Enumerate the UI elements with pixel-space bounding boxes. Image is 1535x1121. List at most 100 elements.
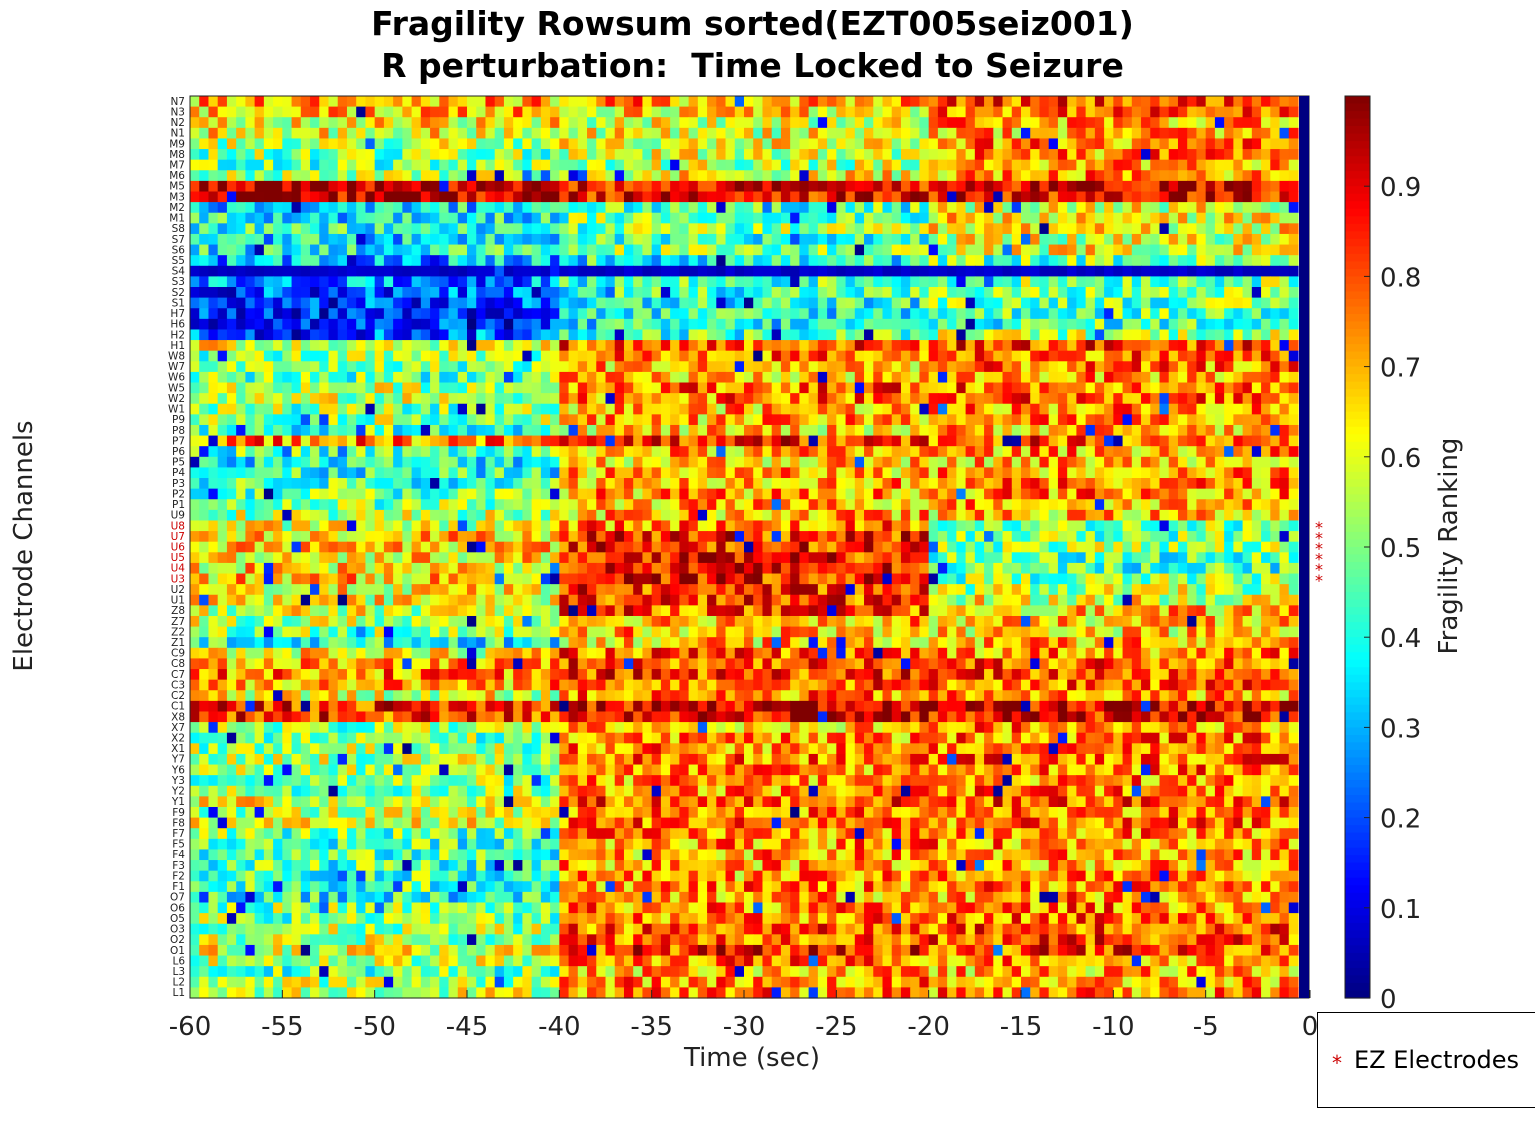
- heatmap-cell: [956, 244, 967, 256]
- heatmap-cell: [217, 435, 228, 447]
- heatmap-cell: [596, 138, 607, 150]
- heatmap-cell: [1270, 509, 1281, 522]
- heatmap-cell: [993, 212, 1004, 224]
- heatmap-cell: [328, 180, 339, 193]
- heatmap-cell: [411, 255, 422, 267]
- heatmap-cell: [577, 446, 588, 458]
- heatmap-cell: [199, 159, 210, 171]
- heatmap-cell: [1214, 318, 1225, 331]
- heatmap-cell: [337, 244, 348, 256]
- heatmap-cell: [891, 96, 902, 108]
- heatmap-cell: [836, 318, 847, 331]
- heatmap-cell: [679, 287, 690, 299]
- heatmap-cell: [1122, 467, 1133, 479]
- heatmap-cell: [1067, 244, 1077, 256]
- heatmap-cell: [291, 446, 302, 458]
- heatmap-cell: [430, 520, 440, 532]
- heatmap-cell: [439, 212, 450, 224]
- heatmap-cell: [328, 478, 339, 490]
- heatmap-cell: [374, 297, 385, 309]
- heatmap-cell: [651, 202, 662, 214]
- heatmap-cell: [559, 212, 570, 224]
- heatmap-cell: [393, 265, 403, 277]
- heatmap-cell: [577, 509, 588, 522]
- heatmap-cell: [780, 276, 791, 288]
- heatmap-cell: [734, 382, 745, 394]
- heatmap-cell: [836, 371, 847, 384]
- heatmap-cell: [1011, 446, 1022, 458]
- heatmap-cell: [411, 276, 422, 288]
- heatmap-cell: [559, 191, 570, 203]
- heatmap-cell: [319, 106, 330, 118]
- heatmap-cell: [688, 287, 699, 299]
- heatmap-cell: [864, 361, 874, 373]
- heatmap-cell: [762, 170, 773, 182]
- heatmap-cell: [1141, 499, 1151, 511]
- heatmap-cell: [328, 96, 339, 108]
- heatmap-cell: [1214, 393, 1225, 405]
- heatmap-cell: [531, 223, 542, 235]
- heatmap-cell: [1242, 255, 1253, 267]
- heatmap-cell: [540, 382, 551, 394]
- heatmap-cell: [503, 149, 514, 161]
- heatmap-cell: [1122, 287, 1133, 299]
- heatmap-cell: [337, 96, 348, 108]
- heatmap-cell: [1057, 244, 1068, 256]
- heatmap-cell: [725, 233, 736, 246]
- heatmap-cell: [707, 318, 717, 331]
- heatmap-cell: [439, 96, 450, 108]
- heatmap-cell: [900, 170, 911, 182]
- heatmap-cell: [697, 127, 708, 140]
- heatmap-cell: [1131, 308, 1142, 320]
- heatmap-cell: [900, 180, 911, 193]
- heatmap-cell: [688, 371, 699, 384]
- heatmap-cell: [900, 393, 911, 405]
- heatmap-cell: [910, 244, 921, 256]
- heatmap-cell: [448, 499, 459, 511]
- heatmap-cell: [1288, 467, 1299, 479]
- heatmap-cell: [725, 106, 736, 118]
- heatmap-cell: [319, 509, 330, 522]
- heatmap-cell: [1141, 191, 1151, 203]
- heatmap-cell: [1187, 361, 1198, 373]
- heatmap-cell: [448, 223, 459, 235]
- heatmap-cell: [882, 233, 893, 246]
- heatmap-cell: [319, 287, 330, 299]
- heatmap-cell: [771, 170, 782, 182]
- heatmap-cell: [467, 467, 477, 479]
- heatmap-cell: [319, 202, 330, 214]
- heatmap-cell: [1002, 488, 1013, 500]
- heatmap-cell: [817, 223, 828, 235]
- heatmap-cell: [1242, 340, 1253, 352]
- heatmap-cell: [1104, 287, 1114, 299]
- heatmap-cell: [716, 223, 727, 235]
- heatmap-cell: [1251, 340, 1262, 352]
- heatmap-cell: [1002, 382, 1013, 394]
- heatmap-cell: [300, 382, 311, 394]
- heatmap-cell: [1261, 212, 1271, 224]
- heatmap-cell: [383, 414, 394, 426]
- heatmap-cell: [956, 424, 967, 437]
- heatmap-cell: [873, 435, 884, 447]
- heatmap-cell: [1030, 106, 1041, 118]
- heatmap-cell: [780, 393, 791, 405]
- heatmap-cell: [845, 127, 856, 140]
- heatmap-cell: [965, 350, 976, 362]
- heatmap-cell: [697, 393, 708, 405]
- heatmap-cell: [503, 361, 514, 373]
- heatmap-cell: [864, 393, 874, 405]
- heatmap-cell: [817, 287, 828, 299]
- heatmap-cell: [660, 371, 671, 384]
- heatmap-cell: [1177, 170, 1188, 182]
- heatmap-cell: [605, 127, 616, 140]
- heatmap-cell: [282, 414, 293, 426]
- heatmap-cell: [864, 244, 874, 256]
- heatmap-cell: [1131, 499, 1142, 511]
- heatmap-cell: [1205, 499, 1216, 511]
- heatmap-cell: [707, 435, 717, 447]
- heatmap-cell: [217, 106, 228, 118]
- heatmap-cell: [947, 180, 957, 193]
- heatmap-cell: [928, 276, 939, 288]
- heatmap-cell: [1057, 212, 1068, 224]
- heatmap-cell: [439, 393, 450, 405]
